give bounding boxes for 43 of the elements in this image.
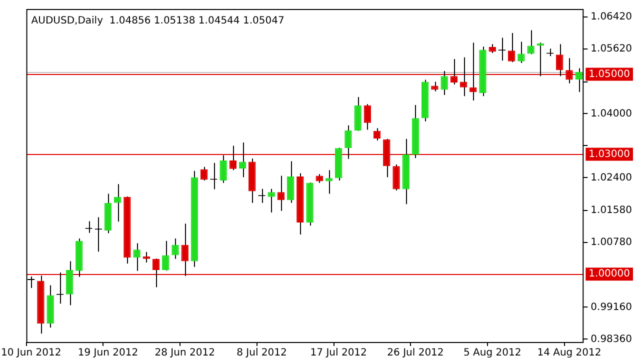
y-tick-label: 1.05620 — [590, 44, 632, 55]
ref-line-label: 1.03000 — [588, 148, 630, 160]
candlestick — [344, 124, 352, 160]
candlestick — [133, 242, 140, 272]
x-tick-label: 8 Jul 2012 — [236, 348, 287, 359]
y-tick-label: 1.02400 — [590, 172, 632, 184]
x-tick-label: 28 Jun 2012 — [154, 348, 215, 359]
x-tick-label: 10 Jun 2012 — [1, 348, 62, 359]
x-tick-label: 14 Aug 2012 — [537, 348, 602, 359]
y-tick-label: 1.04000 — [590, 108, 632, 120]
candlestick — [431, 81, 438, 92]
y-tick-label: 0.98360 — [590, 334, 632, 345]
candlestick — [162, 240, 170, 271]
y-tick-label: 0.99160 — [590, 302, 632, 313]
candlestick — [508, 32, 516, 63]
ref-line-label: 1.00000 — [588, 268, 630, 280]
y-tick-label: 1.06420 — [590, 12, 632, 23]
candlestick — [172, 238, 179, 260]
candlestick — [354, 96, 362, 132]
candlestick — [527, 30, 534, 55]
ref-line-label: 1.05000 — [588, 68, 630, 80]
candlestick — [325, 170, 333, 194]
text: AUDUSD,Daily 1.04856 1.05138 1.04544 1.05047 — [31, 16, 284, 27]
candlestick — [238, 142, 246, 178]
candlestick — [440, 70, 448, 96]
x-tick-label: 26 Jul 2012 — [387, 348, 444, 359]
y-tick-label: 1.00780 — [590, 237, 632, 248]
candlestick — [268, 188, 275, 213]
candlestick — [364, 104, 372, 130]
candlestick — [66, 260, 74, 306]
y-tick-label: 1.01580 — [590, 205, 632, 216]
candlestick — [518, 41, 525, 64]
candlestick — [277, 175, 285, 212]
candlestick — [392, 164, 400, 191]
candlestick — [220, 154, 227, 184]
candlestick — [373, 128, 381, 142]
x-tick-label: 5 Aug 2012 — [464, 348, 522, 359]
candlestick — [114, 184, 122, 222]
candlestick — [286, 160, 294, 204]
candlestick — [142, 252, 150, 263]
x-tick-label: 17 Jul 2012 — [310, 348, 367, 359]
x-tick-label: 19 Jun 2012 — [78, 348, 138, 359]
candlestick — [536, 42, 544, 77]
